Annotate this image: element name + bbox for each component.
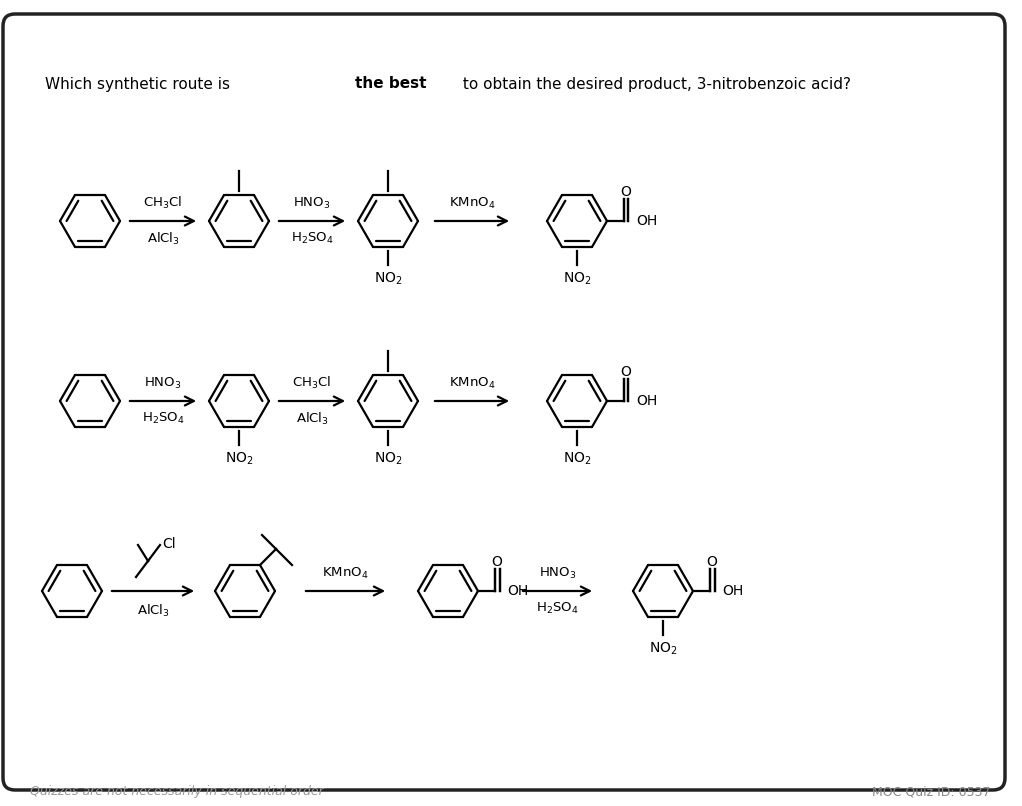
Text: Cl: Cl — [162, 537, 176, 551]
Text: $\mathregular{AlCl_3}$: $\mathregular{AlCl_3}$ — [295, 411, 328, 427]
Text: $\mathregular{NO_2}$: $\mathregular{NO_2}$ — [225, 451, 253, 467]
Text: $\mathregular{CH_3Cl}$: $\mathregular{CH_3Cl}$ — [143, 195, 183, 211]
Text: $\mathregular{NO_2}$: $\mathregular{NO_2}$ — [649, 641, 678, 658]
Text: $\mathregular{NO_2}$: $\mathregular{NO_2}$ — [563, 271, 592, 288]
Text: $\mathregular{NO_2}$: $\mathregular{NO_2}$ — [374, 451, 403, 467]
Text: OH: OH — [507, 584, 528, 598]
Text: $\mathregular{HNO_3}$: $\mathregular{HNO_3}$ — [539, 566, 576, 581]
Text: Quizzes are not necessarily in sequential order: Quizzes are not necessarily in sequentia… — [30, 786, 324, 799]
Text: $\mathregular{KMnO_4}$: $\mathregular{KMnO_4}$ — [322, 566, 369, 581]
Text: to obtain the desired product, 3-nitrobenzoic acid?: to obtain the desired product, 3-nitrobe… — [458, 77, 851, 92]
Text: $\mathregular{NO_2}$: $\mathregular{NO_2}$ — [374, 271, 403, 288]
Text: the best: the best — [355, 77, 426, 92]
Text: $\mathregular{H_2SO_4}$: $\mathregular{H_2SO_4}$ — [290, 231, 333, 246]
Text: OH: OH — [636, 214, 657, 228]
Text: $\mathregular{HNO_3}$: $\mathregular{HNO_3}$ — [144, 376, 182, 391]
Text: $\mathregular{KMnO_4}$: $\mathregular{KMnO_4}$ — [449, 196, 496, 211]
Text: $\mathregular{CH_3Cl}$: $\mathregular{CH_3Cl}$ — [292, 375, 332, 391]
Text: $\mathregular{NO_2}$: $\mathregular{NO_2}$ — [563, 451, 592, 467]
Text: $\mathregular{KMnO_4}$: $\mathregular{KMnO_4}$ — [449, 376, 496, 391]
Text: Which synthetic route is: Which synthetic route is — [45, 77, 235, 92]
Text: OH: OH — [722, 584, 743, 598]
Text: MOC Quiz ID: 0537: MOC Quiz ID: 0537 — [872, 786, 990, 799]
FancyBboxPatch shape — [3, 14, 1005, 790]
Text: OH: OH — [636, 394, 657, 408]
Text: O: O — [620, 185, 632, 198]
Text: $\mathregular{H_2SO_4}$: $\mathregular{H_2SO_4}$ — [537, 601, 578, 616]
Text: O: O — [706, 555, 717, 568]
Text: $\mathregular{AlCl_3}$: $\mathregular{AlCl_3}$ — [137, 603, 170, 619]
Text: O: O — [620, 364, 632, 379]
Text: O: O — [492, 555, 503, 568]
Text: $\mathregular{H_2SO_4}$: $\mathregular{H_2SO_4}$ — [142, 411, 184, 426]
Text: $\mathregular{AlCl_3}$: $\mathregular{AlCl_3}$ — [146, 231, 180, 247]
Text: $\mathregular{HNO_3}$: $\mathregular{HNO_3}$ — [293, 196, 331, 211]
